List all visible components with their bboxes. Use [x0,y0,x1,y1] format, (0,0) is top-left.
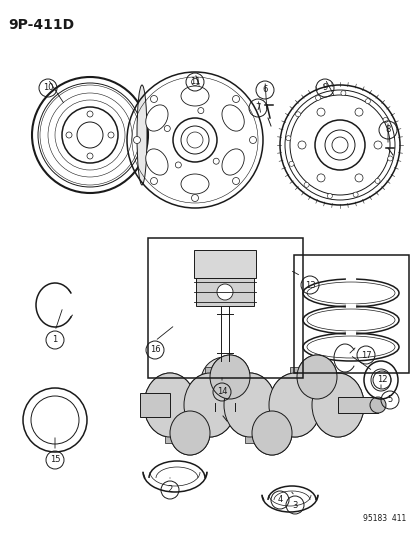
Circle shape [232,95,239,102]
Ellipse shape [311,373,363,437]
Text: 16: 16 [150,345,160,354]
Text: 13: 13 [304,280,315,289]
Bar [337,397,377,413]
Ellipse shape [268,373,320,437]
Ellipse shape [223,373,275,437]
Circle shape [216,284,233,300]
Circle shape [297,141,305,149]
Circle shape [365,99,370,103]
Ellipse shape [170,411,209,455]
Text: 1: 1 [52,335,57,344]
Ellipse shape [268,373,320,437]
Text: 95183  411: 95183 411 [362,514,405,523]
Ellipse shape [183,373,235,437]
Text: 6: 6 [262,85,267,94]
Circle shape [150,177,157,184]
Circle shape [191,78,198,85]
Ellipse shape [145,149,168,175]
Bar [244,395,276,443]
Circle shape [352,192,357,197]
Bar [147,238,302,378]
Text: 17: 17 [360,351,370,359]
Bar [195,278,254,306]
Bar [289,367,321,415]
Circle shape [316,174,324,182]
Ellipse shape [144,373,195,437]
Circle shape [369,397,385,413]
Bar [140,393,170,417]
Circle shape [175,162,181,168]
Circle shape [373,141,381,149]
Ellipse shape [296,355,336,399]
Circle shape [327,193,332,198]
Bar [194,250,255,278]
Circle shape [249,136,256,143]
Ellipse shape [252,411,291,455]
Circle shape [288,161,293,166]
Ellipse shape [170,411,209,455]
Text: 3: 3 [292,500,297,510]
Text: 15: 15 [50,456,60,464]
Circle shape [87,111,93,117]
Circle shape [285,136,290,141]
Circle shape [164,125,170,132]
Circle shape [303,182,309,187]
Ellipse shape [252,411,291,455]
Bar [204,367,235,415]
Circle shape [295,112,300,117]
Text: 5: 5 [387,395,392,405]
Circle shape [66,132,72,138]
Circle shape [87,153,93,159]
Text: 2: 2 [167,486,172,495]
Ellipse shape [183,373,235,437]
Circle shape [133,136,140,143]
Circle shape [213,158,219,164]
Ellipse shape [221,421,228,424]
Circle shape [382,117,387,123]
Ellipse shape [221,105,244,131]
Circle shape [191,195,198,201]
Text: 4: 4 [277,496,282,505]
Bar [165,395,195,443]
Circle shape [354,174,362,182]
Circle shape [232,177,239,184]
Ellipse shape [145,105,168,131]
Circle shape [340,91,345,95]
Circle shape [354,108,362,116]
Text: 11: 11 [189,77,200,86]
Bar [293,255,408,373]
Ellipse shape [209,355,249,399]
Circle shape [197,108,203,114]
Ellipse shape [221,149,244,175]
Text: 7: 7 [255,103,260,112]
Circle shape [108,132,114,138]
Circle shape [201,357,248,405]
Ellipse shape [311,373,363,437]
Circle shape [374,179,379,183]
Ellipse shape [223,373,275,437]
Text: 14: 14 [216,387,227,397]
Text: 10: 10 [43,84,53,93]
Ellipse shape [296,355,336,399]
Circle shape [315,95,320,100]
Text: 9P-411D: 9P-411D [8,18,74,32]
Circle shape [316,108,324,116]
Text: 12: 12 [376,376,386,384]
Ellipse shape [180,86,209,106]
Ellipse shape [144,373,195,437]
Text: 9: 9 [322,84,327,93]
Ellipse shape [180,174,209,194]
Text: 8: 8 [385,125,390,134]
Ellipse shape [137,85,147,185]
Ellipse shape [209,355,249,399]
Circle shape [150,95,157,102]
Circle shape [387,156,392,161]
